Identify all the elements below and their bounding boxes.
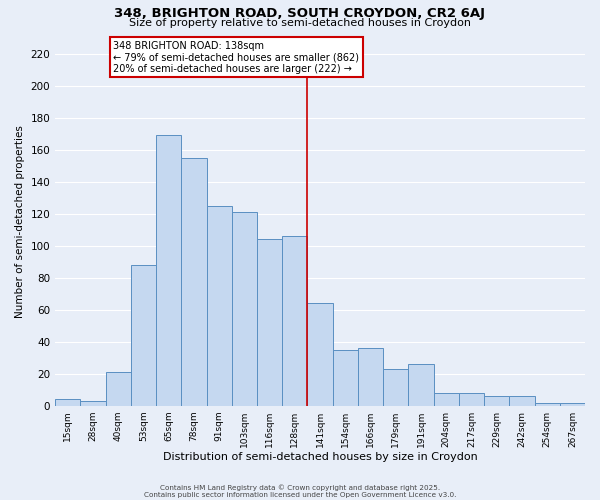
Text: 348 BRIGHTON ROAD: 138sqm
← 79% of semi-detached houses are smaller (862)
20% of: 348 BRIGHTON ROAD: 138sqm ← 79% of semi-… — [113, 40, 359, 74]
Bar — [181, 158, 206, 406]
Y-axis label: Number of semi-detached properties: Number of semi-detached properties — [15, 125, 25, 318]
Bar — [282, 236, 307, 406]
Bar — [459, 393, 484, 406]
X-axis label: Distribution of semi-detached houses by size in Croydon: Distribution of semi-detached houses by … — [163, 452, 478, 462]
Bar — [206, 206, 232, 406]
Bar — [332, 350, 358, 406]
Bar — [80, 401, 106, 406]
Bar — [156, 135, 181, 406]
Bar — [106, 372, 131, 406]
Bar — [509, 396, 535, 406]
Bar — [535, 402, 560, 406]
Text: Contains public sector information licensed under the Open Government Licence v3: Contains public sector information licen… — [144, 492, 456, 498]
Bar — [307, 304, 332, 406]
Bar — [55, 400, 80, 406]
Bar — [409, 364, 434, 406]
Bar — [131, 265, 156, 406]
Text: Contains HM Land Registry data © Crown copyright and database right 2025.: Contains HM Land Registry data © Crown c… — [160, 484, 440, 491]
Bar — [560, 402, 585, 406]
Bar — [434, 393, 459, 406]
Bar — [257, 239, 282, 406]
Text: 348, BRIGHTON ROAD, SOUTH CROYDON, CR2 6AJ: 348, BRIGHTON ROAD, SOUTH CROYDON, CR2 6… — [115, 8, 485, 20]
Text: Size of property relative to semi-detached houses in Croydon: Size of property relative to semi-detach… — [129, 18, 471, 28]
Bar — [484, 396, 509, 406]
Bar — [232, 212, 257, 406]
Bar — [358, 348, 383, 406]
Bar — [383, 369, 409, 406]
